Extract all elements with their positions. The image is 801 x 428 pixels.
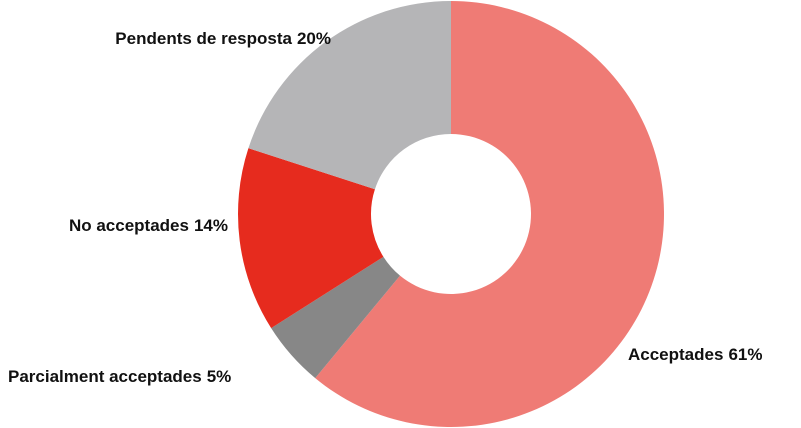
slice-label: Parcialment acceptades 5%: [8, 367, 231, 386]
category-name: Pendents de resposta: [115, 29, 292, 48]
donut-slice: [271, 256, 401, 379]
donut-slice: [315, 1, 664, 428]
category-name: Parcialment acceptades: [8, 367, 202, 386]
donut-slice: [238, 148, 384, 329]
value-label: 14%: [194, 216, 228, 235]
category-name: Acceptades: [628, 345, 723, 364]
value-label: 61%: [728, 345, 762, 364]
donut-slice: [248, 1, 451, 190]
value-label: 20%: [297, 29, 331, 48]
slice-label: No acceptades 14%: [69, 216, 228, 235]
value-label: 5%: [207, 367, 232, 386]
category-name: No acceptades: [69, 216, 189, 235]
slice-label: Acceptades 61%: [628, 345, 762, 364]
slice-label: Pendents de resposta 20%: [115, 29, 331, 48]
